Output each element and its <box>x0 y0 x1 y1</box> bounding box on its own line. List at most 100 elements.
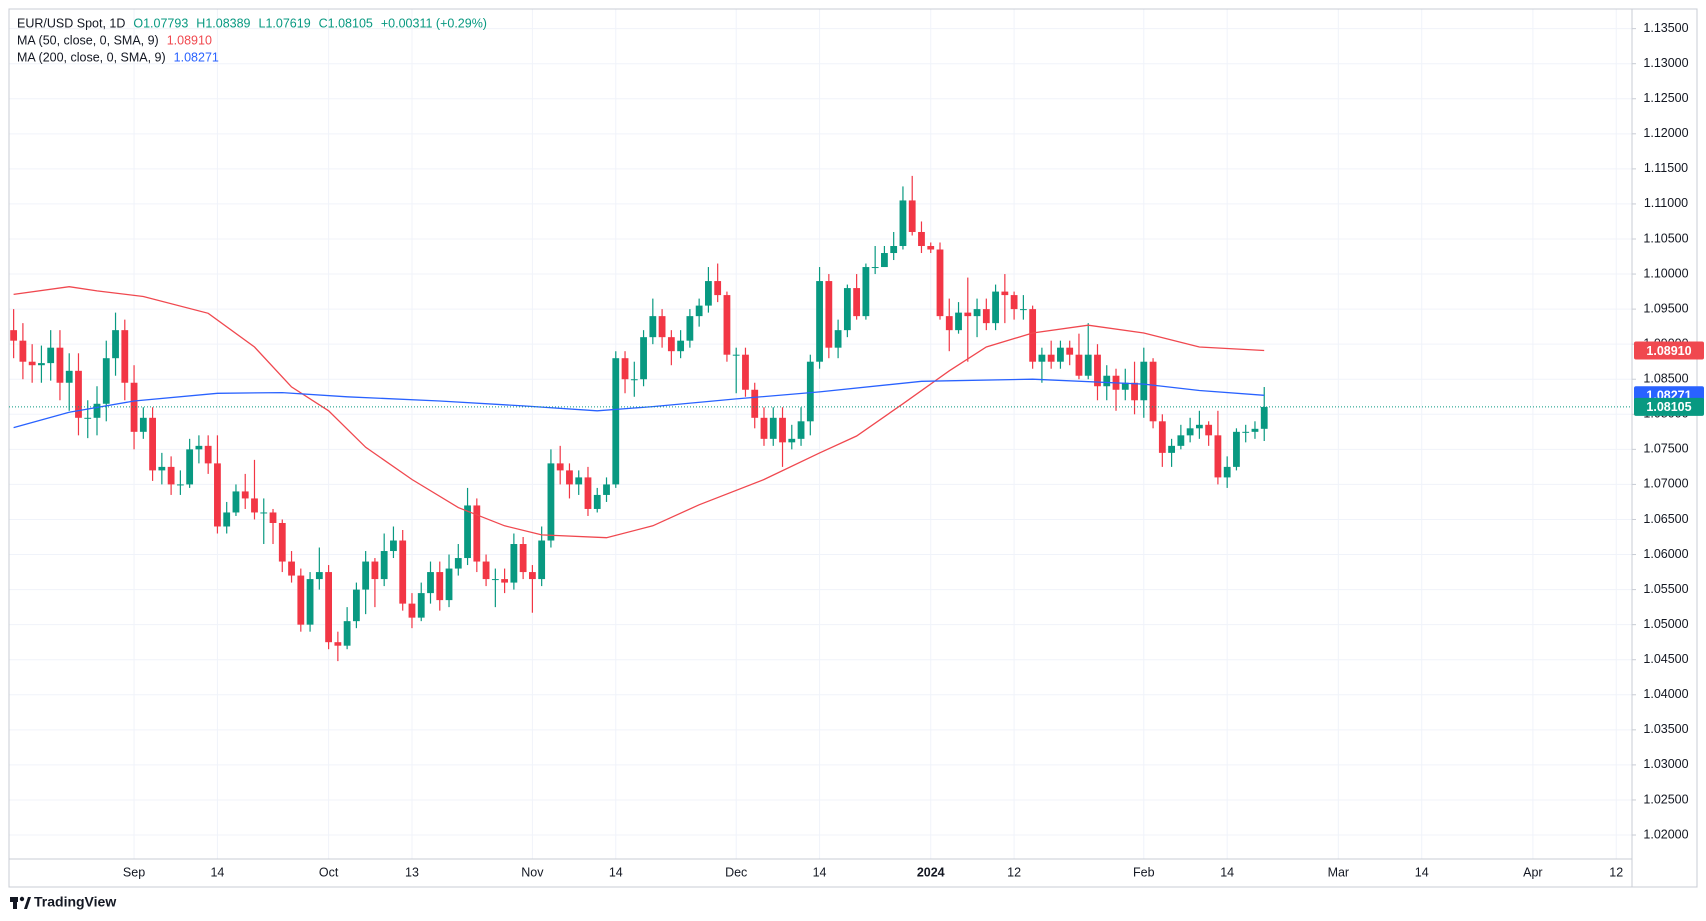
candle-body <box>992 291 999 324</box>
candle-body <box>769 417 777 439</box>
candle-body <box>658 316 666 338</box>
candle-body <box>241 491 249 499</box>
candle-body <box>779 417 786 443</box>
candle-body <box>806 361 814 422</box>
candle-body <box>1242 431 1250 433</box>
candle-body <box>121 330 129 383</box>
candle-body <box>130 382 138 432</box>
price-tag-label: 1.08910 <box>1646 344 1691 358</box>
candle-body <box>1158 421 1166 453</box>
labels: EUR/USD Spot, 1D 1.02000 1.02500 1.03000 1.… <box>17 16 1704 879</box>
candle-body <box>1140 361 1148 401</box>
candle-body <box>640 337 647 380</box>
y-tick-label: 1.04500 <box>1643 652 1688 666</box>
y-tick-label: 1.06000 <box>1643 547 1688 561</box>
candle-body <box>195 445 203 450</box>
candle-body <box>843 288 851 331</box>
y-tick-label: 1.09500 <box>1643 301 1688 315</box>
candle-body <box>75 370 82 418</box>
legend-name: MA (200, close, 0, SMA, 9) <box>17 50 166 64</box>
legend-value: C1.08105 <box>319 16 373 30</box>
candle-body <box>204 445 212 464</box>
y-tick-label: 1.13000 <box>1643 56 1688 70</box>
candle-body <box>825 281 833 348</box>
candle-body <box>945 316 953 331</box>
candle-body <box>612 358 620 485</box>
candle-body <box>575 477 583 485</box>
y-tick-label: 1.07000 <box>1643 477 1688 491</box>
ma-line <box>13 378 1265 429</box>
candle-body <box>973 309 981 317</box>
candle-body <box>269 512 277 523</box>
candle-body <box>927 246 935 250</box>
y-tick-label: 1.11500 <box>1644 161 1688 175</box>
candle-body <box>1001 291 1009 296</box>
candle-body <box>306 579 314 625</box>
candle-body <box>816 281 823 362</box>
candle-body <box>1251 428 1259 432</box>
candle-body <box>223 512 231 527</box>
candle-body <box>56 347 64 383</box>
candle-body <box>964 312 972 317</box>
y-tick-label: 1.05500 <box>1643 582 1688 596</box>
frame <box>8 8 1698 888</box>
candle-body <box>630 379 638 381</box>
candle-body <box>1233 431 1240 467</box>
x-tick-label: 13 <box>405 865 419 879</box>
candle-body <box>473 505 481 562</box>
candle-body <box>352 589 360 622</box>
candle-body <box>1038 354 1046 362</box>
candle-body <box>1103 375 1111 387</box>
candle-body <box>464 505 471 559</box>
y-tick-label: 1.10500 <box>1643 231 1688 245</box>
candle-body <box>908 200 916 232</box>
candle-body <box>1186 428 1194 436</box>
candle-body <box>399 540 407 604</box>
legend-value: 1.08910 <box>167 33 212 47</box>
candle-body <box>1047 354 1055 362</box>
candle-body <box>621 358 629 380</box>
candle-body <box>834 330 842 348</box>
y-tick-label: 1.11000 <box>1644 196 1688 210</box>
brand-logo <box>10 896 31 909</box>
candle-body <box>566 470 573 485</box>
x-tick-label: Mar <box>1328 865 1350 879</box>
candle-body <box>695 305 703 317</box>
candle-body <box>955 312 962 331</box>
candle-body <box>742 354 749 390</box>
candle-body <box>936 249 944 317</box>
candle-body <box>288 561 295 576</box>
candle-body <box>112 330 119 359</box>
candle-body <box>760 417 768 439</box>
candle-body <box>732 354 740 356</box>
candle-body <box>390 540 397 552</box>
candle-body <box>686 316 694 341</box>
candle-body <box>10 330 18 341</box>
candle-body <box>751 389 759 418</box>
candle-body <box>510 544 518 583</box>
x-tick-label: 14 <box>210 865 224 879</box>
y-tick-label: 1.02000 <box>1643 827 1688 841</box>
y-tick-label: 1.12000 <box>1643 126 1688 140</box>
candle-body <box>47 347 55 364</box>
logo-stem <box>13 897 17 909</box>
candle-body <box>1131 382 1138 401</box>
candle-body <box>334 642 342 646</box>
legend-name: MA (50, close, 0, SMA, 9) <box>17 33 159 47</box>
candle-body <box>380 551 388 580</box>
candle-body <box>408 603 416 618</box>
candle-body <box>251 498 258 513</box>
candle-body <box>1168 445 1175 453</box>
candle-body <box>723 295 731 355</box>
x-tick-label: Nov <box>521 865 544 879</box>
x-tick-label: Apr <box>1523 865 1542 879</box>
y-tick-label: 1.10000 <box>1643 266 1688 280</box>
candle-body <box>593 494 601 509</box>
y-tick-label: 1.13500 <box>1643 21 1688 35</box>
candle-body <box>584 477 592 509</box>
candle-body <box>371 561 379 580</box>
candle-body <box>1205 424 1213 436</box>
candle-body <box>1075 354 1083 376</box>
candle-body <box>556 463 564 471</box>
